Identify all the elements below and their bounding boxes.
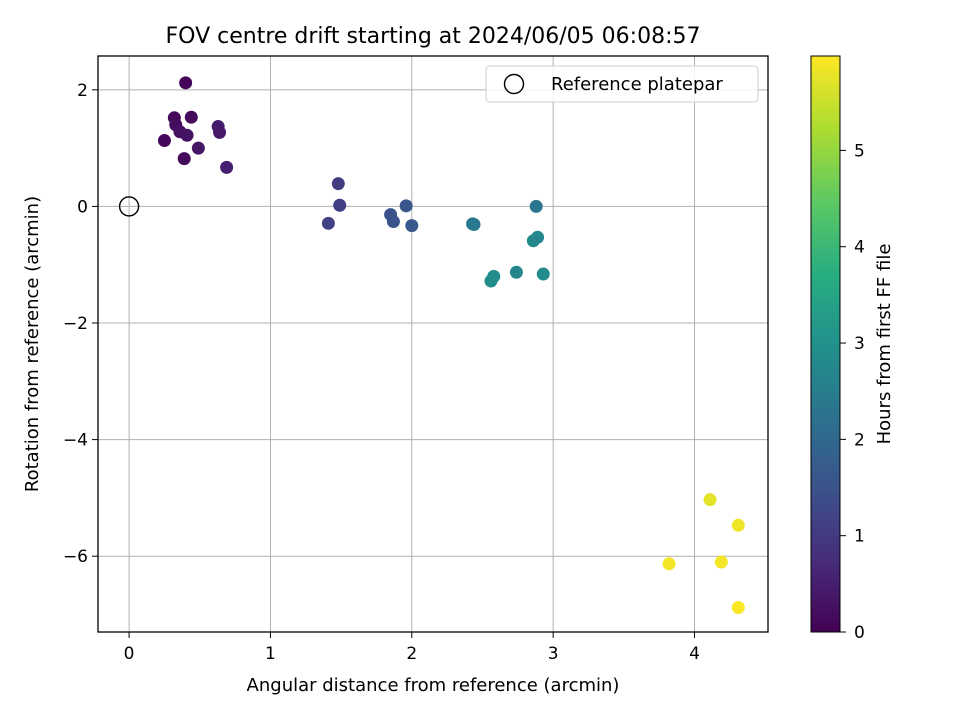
scatter-point: [220, 160, 234, 174]
scatter-point: [731, 601, 745, 615]
colorbar-tick-label: 1: [854, 527, 865, 547]
scatter-point: [399, 199, 413, 213]
scatter-point: [487, 269, 501, 283]
legend: Reference platepar: [485, 65, 759, 103]
x-tick-label: 1: [265, 644, 276, 664]
colorbar: 0 1 2 3 4 5 Hours from first FF file: [810, 55, 895, 643]
scatter-point: [184, 110, 198, 124]
legend-reference-marker: [503, 73, 525, 95]
scatter-point: [386, 215, 400, 229]
plot-frame: [97, 55, 769, 633]
scatter-point: [157, 134, 171, 148]
y-tick-label: 0: [77, 197, 88, 217]
x-tick-label: 3: [548, 644, 559, 664]
scatter-point: [180, 128, 194, 142]
colorbar-label: Hours from first FF file: [874, 244, 895, 445]
y-tick-label: 2: [77, 81, 88, 101]
x-tick-label: 2: [406, 644, 417, 664]
scatter-point: [662, 557, 676, 571]
scatter-point: [714, 555, 728, 569]
y-tick-label: −2: [63, 314, 88, 334]
scatter-point: [331, 177, 345, 191]
colorbar-gradient: [810, 55, 841, 633]
scatter-point: [529, 199, 543, 213]
x-tick-label: 0: [124, 644, 135, 664]
scatter-point: [703, 493, 717, 507]
colorbar-tick-label: 0: [854, 623, 865, 643]
chart-title: FOV centre drift starting at 2024/06/05 …: [166, 24, 701, 49]
x-tick-label: 4: [689, 644, 700, 664]
colorbar-tick-label: 4: [854, 238, 865, 258]
scatter-point: [467, 217, 481, 231]
scatter-point: [213, 125, 227, 139]
legend-label: Reference platepar: [551, 74, 723, 95]
scatter-point: [405, 219, 419, 233]
reference-platepar-marker: [118, 196, 140, 217]
colorbar-tick-label: 3: [854, 334, 865, 354]
y-axis-ticks: 2 0 −2 −4 −6: [63, 81, 98, 567]
x-axis-label: Angular distance from reference (arcmin): [247, 675, 620, 696]
y-tick-label: −6: [63, 547, 88, 567]
reference-marker-group: [118, 196, 140, 217]
y-tick-label: −4: [63, 431, 88, 451]
scatter-point: [731, 518, 745, 532]
scatter-point: [531, 230, 545, 244]
x-axis-ticks: 0 1 2 3 4: [124, 632, 700, 664]
legend-box: [485, 65, 759, 103]
scatter-point: [191, 141, 205, 155]
scatter-point: [333, 198, 347, 212]
scatter-point: [536, 267, 550, 281]
colorbar-tick-label: 2: [854, 430, 865, 450]
scatter-point: [177, 152, 191, 166]
scatter-point: [509, 265, 523, 279]
scatter-point: [179, 76, 193, 90]
grid-lines: [98, 56, 768, 632]
y-axis-label: Rotation from reference (arcmin): [22, 196, 43, 492]
colorbar-ticks: 0 1 2 3 4 5: [840, 141, 865, 643]
data-points: [157, 76, 745, 615]
colorbar-tick-label: 5: [854, 141, 865, 161]
scatter-point: [321, 216, 335, 230]
